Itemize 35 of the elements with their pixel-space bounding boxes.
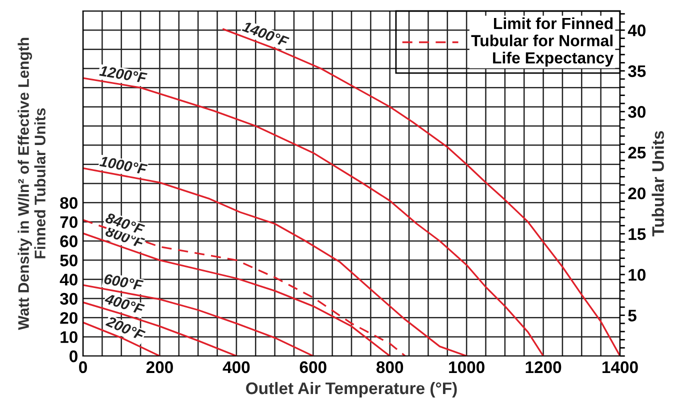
y-tick-label: 60	[60, 235, 78, 248]
x-tick-label: 1400	[602, 361, 638, 374]
y2-tick-label: 35	[628, 65, 646, 78]
x-tick-label: 1000	[449, 361, 484, 374]
x-tick-label: 800	[376, 361, 404, 374]
y2-tick-label: 25	[628, 146, 646, 159]
x-tick-label: 1200	[526, 361, 562, 374]
y2-tick-label: 5	[628, 310, 636, 322]
x-tick-label: 200	[146, 361, 173, 374]
y-tick-label: 20	[60, 312, 78, 324]
x-tick-label: 0	[79, 361, 87, 374]
x-tick-label: 400	[222, 361, 250, 374]
y2-tick-label: 20	[628, 187, 646, 200]
x-axis-title: Outlet Air Temperature (°F)	[246, 382, 457, 398]
x-tick-label: 600	[300, 361, 326, 374]
annotation: 400°F	[104, 293, 145, 315]
annotation: 1000°F	[99, 156, 148, 175]
y-axis-title: Watt Density in W/In² of Effective Length Finned Tubular Units	[18, 38, 46, 330]
y-tick-label: 30	[60, 292, 78, 305]
annotation: 600°F	[104, 274, 144, 291]
y2-axis-title: Tubular Units	[652, 131, 664, 236]
y-tick-label: 0	[70, 350, 78, 362]
y-tick-label: 50	[60, 254, 78, 266]
y2-tick-label: 40	[628, 24, 646, 36]
y2-tick-label: 15	[628, 228, 646, 240]
y-tick-label: 80	[60, 197, 78, 209]
annotation: 1200°F	[99, 65, 148, 84]
y-tick-label: 10	[60, 331, 78, 344]
text: Limit for Finned Tubular for Normal Life Expectancy	[471, 17, 614, 67]
y-tick-label: 70	[60, 216, 78, 228]
annotation: 200°F	[105, 316, 146, 342]
annotation: 1400°F	[242, 20, 290, 48]
y-tick-label: 40	[60, 274, 78, 286]
y2-tick-label: 30	[628, 106, 646, 118]
y2-tick-label: 10	[628, 268, 646, 281]
